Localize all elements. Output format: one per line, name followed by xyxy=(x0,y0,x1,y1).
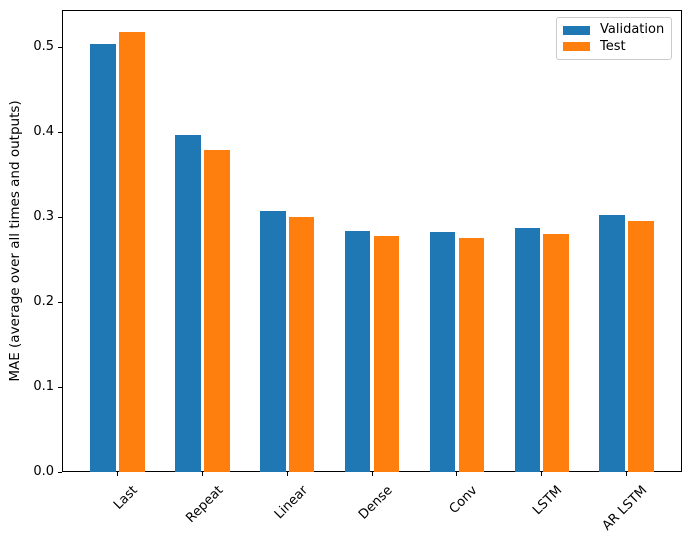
x-tick-mark xyxy=(371,472,373,476)
y-tick-label: 0.4 xyxy=(33,124,54,139)
x-tick-mark xyxy=(117,472,118,476)
plot-area xyxy=(62,10,682,472)
legend-label-validation: Validation xyxy=(600,22,665,38)
y-tick-mark xyxy=(58,46,62,48)
legend-item-test: Test xyxy=(563,39,664,55)
legend-swatch-validation xyxy=(563,25,590,35)
x-tick-mark xyxy=(286,472,288,476)
bar-validation-linear xyxy=(260,211,286,472)
legend-item-validation: Validation xyxy=(563,22,664,38)
x-tick-label-ar-lstm: AR LSTM xyxy=(599,483,651,534)
bar-validation-lstm xyxy=(514,228,541,472)
y-tick-label: 0.1 xyxy=(33,379,54,394)
x-tick-mark xyxy=(456,472,458,476)
y-tick-mark xyxy=(58,471,62,473)
bar-test-lstm xyxy=(543,234,569,472)
y-tick-label: 0.5 xyxy=(33,39,54,54)
x-tick-label-repeat: Repeat xyxy=(182,483,226,526)
x-tick-label-lstm: LSTM xyxy=(530,483,566,519)
bar-validation-repeat xyxy=(175,134,201,472)
y-tick-label: 0.0 xyxy=(33,464,54,479)
bar-test-last xyxy=(119,31,145,472)
y-tick-label: 0.2 xyxy=(33,294,54,309)
bar-validation-dense xyxy=(344,230,371,472)
y-tick-mark xyxy=(58,131,62,133)
bar-validation-conv xyxy=(429,232,456,472)
y-axis-label: MAE (average over all times and outputs) xyxy=(7,100,23,382)
x-tick-mark xyxy=(626,472,628,476)
bar-test-ar-lstm xyxy=(628,221,654,472)
bar-test-conv xyxy=(458,238,485,472)
y-tick-mark xyxy=(58,216,62,218)
bar-test-dense xyxy=(373,235,400,472)
y-tick-mark xyxy=(58,386,62,388)
x-tick-mark xyxy=(541,472,543,476)
y-tick-label: 0.3 xyxy=(33,209,54,224)
bar-validation-ar-lstm xyxy=(599,215,625,472)
x-tick-label-linear: Linear xyxy=(271,483,311,523)
bar-test-linear xyxy=(288,217,315,472)
bar-validation-last xyxy=(90,44,116,472)
x-tick-label-last: Last xyxy=(111,483,142,513)
x-tick-label-dense: Dense xyxy=(355,483,396,523)
x-tick-mark xyxy=(201,472,203,476)
x-tick-label-conv: Conv xyxy=(446,483,481,517)
legend: Validation Test xyxy=(556,17,672,60)
y-tick-mark xyxy=(58,301,62,303)
legend-label-test: Test xyxy=(600,38,626,54)
bar-test-repeat xyxy=(204,149,230,472)
legend-swatch-test xyxy=(563,42,590,52)
